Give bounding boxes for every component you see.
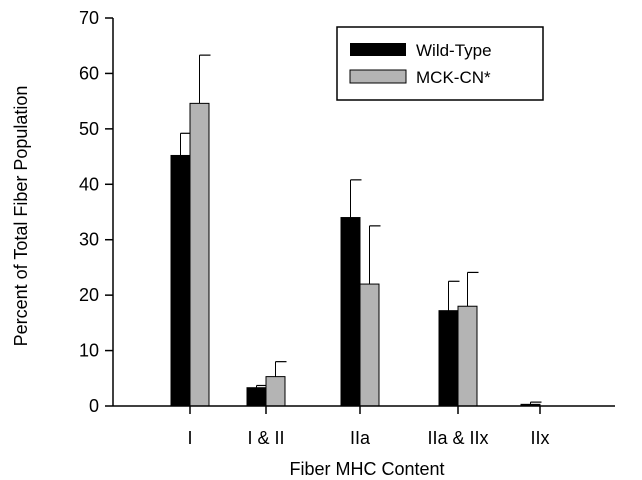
y-tick-label: 10	[79, 341, 99, 361]
y-tick-label: 30	[79, 230, 99, 250]
bar-wild-type	[246, 387, 267, 407]
bar-series	[170, 54, 542, 407]
x-tick-label: IIa & IIx	[427, 428, 488, 448]
x-tick-label: I & II	[247, 428, 284, 448]
y-tick-label: 40	[79, 174, 99, 194]
x-tick-label: IIx	[530, 428, 549, 448]
bar-mck-cn	[265, 376, 286, 407]
legend-label-mck-cn: MCK-CN*	[416, 68, 491, 87]
legend-box	[336, 26, 544, 101]
y-tick-label: 20	[79, 285, 99, 305]
bar-wild-type	[438, 310, 459, 407]
y-axis-title: Percent of Total Fiber Population	[11, 86, 31, 347]
y-tick-label: 50	[79, 119, 99, 139]
legend-swatch-wild-type	[350, 43, 406, 56]
x-axis-title: Fiber MHC Content	[289, 459, 444, 479]
bar-mck-cn	[189, 102, 210, 407]
x-tick-label: I	[187, 428, 192, 448]
x-axis-ticks: I I & II IIa IIa & IIx IIx	[187, 406, 550, 448]
y-tick-label: 0	[89, 396, 99, 416]
y-tick-label: 70	[79, 8, 99, 28]
bar-mck-cn	[457, 305, 478, 407]
y-tick-label: 60	[79, 63, 99, 83]
bar-mck-cn	[359, 283, 380, 407]
legend-label-wild-type: Wild-Type	[416, 41, 492, 60]
y-axis-ticks: 0 10 20 30 40 50 60 70	[79, 8, 113, 416]
bar-wild-type	[340, 217, 361, 407]
legend: Wild-Type MCK-CN*	[336, 26, 544, 101]
x-tick-label: IIa	[350, 428, 371, 448]
bar-wild-type	[170, 154, 191, 407]
legend-swatch-mck-cn	[349, 69, 407, 84]
